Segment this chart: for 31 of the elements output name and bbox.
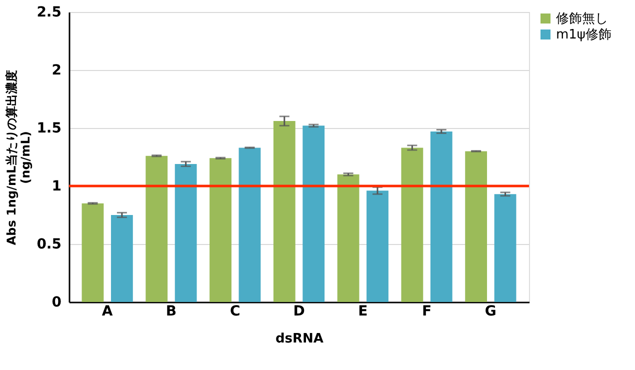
- bar: [210, 158, 232, 302]
- y-tick-label: 2.5: [36, 4, 62, 20]
- legend-label: 修飾無し: [556, 12, 608, 26]
- bar: [337, 174, 360, 302]
- bar: [302, 126, 325, 302]
- bar: [465, 151, 488, 302]
- x-tick-label: A: [102, 304, 113, 320]
- bar: [82, 203, 104, 302]
- x-tick-label: E: [358, 304, 368, 320]
- bar: [238, 148, 261, 302]
- x-tick-label: D: [293, 304, 305, 320]
- y-axis-title: Abs 1ng/mL当たりの算出濃度 (ng/mL): [4, 70, 33, 246]
- bar: [273, 121, 296, 302]
- y-tick-label: 1.5: [36, 120, 62, 136]
- y-tick-label: 0.5: [36, 236, 62, 252]
- bar: [401, 148, 424, 302]
- y-tick-label: 0: [52, 294, 62, 310]
- bar: [494, 194, 516, 302]
- y-tick-label: 2: [52, 62, 62, 78]
- x-tick-label: F: [422, 304, 432, 320]
- bar: [430, 131, 452, 302]
- x-tick-label: C: [230, 304, 240, 320]
- x-axis-title: dsRNA: [276, 332, 324, 346]
- x-tick-label: G: [484, 304, 496, 320]
- bar: [110, 215, 133, 302]
- bar: [146, 156, 168, 302]
- legend-label: m1ψ修飾: [556, 28, 612, 42]
- bar: [366, 190, 388, 302]
- y-tick-label: 1: [52, 178, 62, 194]
- bar: [174, 164, 197, 302]
- x-tick-label: B: [166, 304, 177, 320]
